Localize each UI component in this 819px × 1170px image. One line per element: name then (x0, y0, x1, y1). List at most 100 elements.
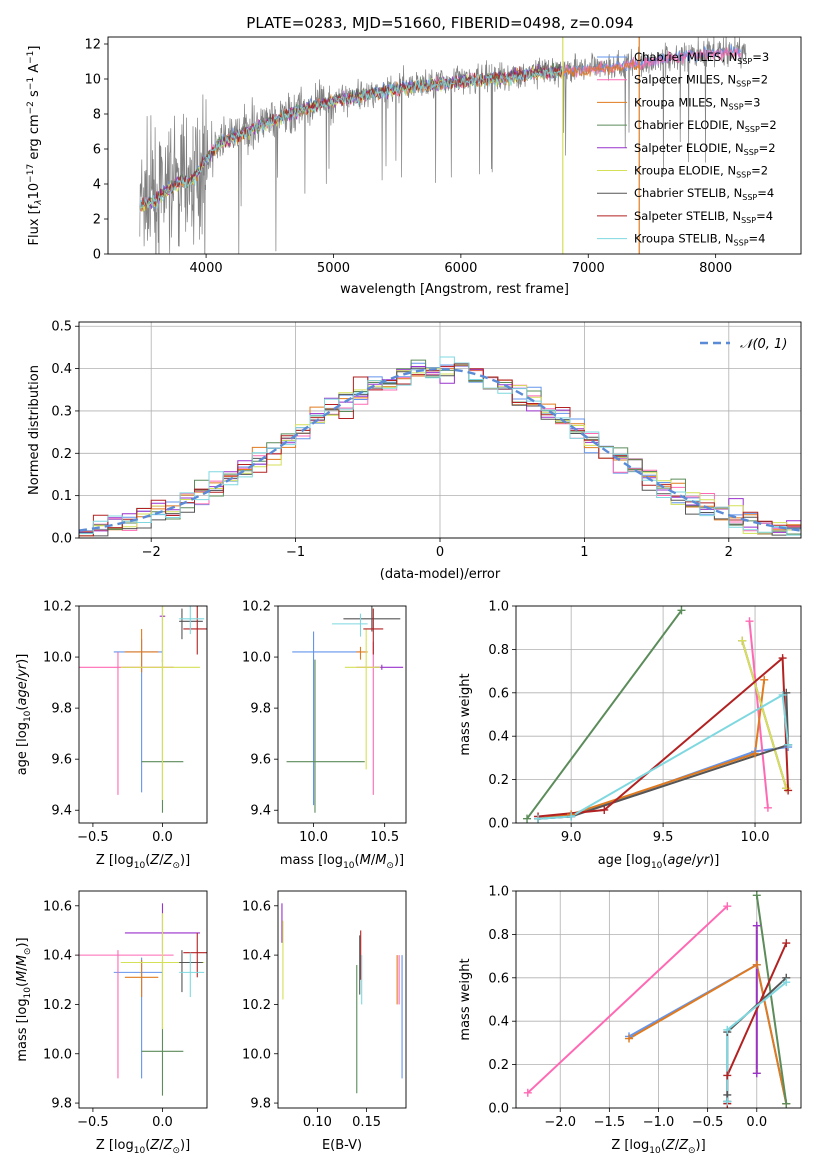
weight-marker (523, 814, 532, 823)
axes-frame (277, 890, 407, 1109)
axes-frame (107, 36, 802, 255)
y-tick-label: 0.2 (488, 773, 509, 788)
y-tick-label: 10.4 (242, 949, 271, 964)
plot-area (527, 895, 788, 1104)
y-tick-label: 0.0 (51, 532, 72, 547)
y-axis-label: Flux [fλ10−17 erg cm−2 s−1 A−1] (26, 46, 44, 246)
weight-line-3 (755, 895, 788, 1104)
legend-label: Kroupa ELODIE, NSSP=2 (634, 164, 768, 180)
x-tick-label: 9.5 (653, 830, 674, 845)
weight-marker (784, 786, 793, 795)
weight-marker (751, 749, 760, 758)
weight-marker (782, 939, 791, 948)
weight-marker (567, 812, 576, 821)
x-axis-label: mass [log10(M/M⊙)] (280, 853, 404, 871)
y-axis-label: mass weight (458, 958, 473, 1040)
y-tick-label: 1.0 (488, 600, 509, 615)
legend-label: Chabrier MILES, NSSP=3 (634, 50, 769, 66)
plot-area (79, 903, 207, 1096)
axes-frame (78, 890, 208, 1109)
weight-marker (752, 921, 761, 930)
weight-marker (745, 617, 754, 626)
figure-title: PLATE=0283, MJD=51660, FIBERID=0498, z=0… (246, 14, 633, 32)
weight-marker (677, 606, 686, 615)
weight-marker (738, 636, 747, 645)
weight-marker (600, 805, 609, 814)
y-tick-label: 0.4 (488, 730, 509, 745)
weight-marker (752, 891, 761, 900)
axes-age-vs-Z: −0.5 0.0 9.4 9.6 9.8 10.0 10.2 Z [log10(Z/Z⊙)] a… (15, 600, 208, 871)
y-axis-label: Normed distribution (27, 365, 42, 495)
weight-marker (784, 740, 793, 749)
legend-label: 𝒩(0, 1) (740, 337, 787, 352)
axes-mass-vs-EBV: 0.10 0.15 9.8 10.0 10.2 10.4 10.6 E(B-V) (242, 890, 407, 1153)
model-spectrum-8 (139, 66, 563, 213)
y-tick-label: 10.0 (242, 651, 271, 666)
y-tick-label: 9.6 (51, 753, 72, 768)
axes-mass-vs-Z: −0.5 0.0 9.8 10.0 10.2 10.4 10.6 Z [log10(Z/Z⊙)… (15, 890, 208, 1156)
y-tick-label: 10.2 (43, 998, 72, 1013)
x-tick-label: −1.0 (643, 1115, 675, 1130)
legend-label: Kroupa STELIB, NSSP=4 (634, 232, 765, 248)
y-tick-label: 0.1 (51, 489, 72, 504)
y-tick-label: 0.2 (488, 1058, 509, 1073)
weight-marker (778, 654, 787, 663)
x-tick-label: 9.0 (561, 830, 582, 845)
y-tick-label: 0.4 (488, 1015, 509, 1030)
y-tick-label: 12 (84, 38, 101, 53)
y-tick-label: 10.0 (43, 1047, 72, 1062)
x-tick-label: 0.10 (303, 1115, 332, 1130)
x-tick-label: 0 (436, 545, 444, 560)
plot-area (286, 606, 404, 813)
y-tick-label: 1.0 (488, 885, 509, 900)
x-tick-label: 0.0 (152, 830, 173, 845)
x-axis-label: wavelength [Angstrom, rest frame] (340, 282, 569, 297)
x-axis-label: age [log10(age/yr)] (598, 853, 720, 871)
x-tick-label: 0.0 (152, 1115, 173, 1130)
weight-line-2 (537, 679, 766, 820)
x-tick-label: 2 (725, 545, 733, 560)
x-tick-label: −2 (142, 545, 161, 560)
x-axis-label: Z [log10(Z/Z⊙)] (96, 1138, 190, 1156)
y-axis-label: mass weight (458, 673, 473, 755)
y-tick-label: 0 (93, 248, 101, 263)
y-tick-label: 10 (84, 73, 101, 88)
y-tick-label: 0.0 (488, 1102, 509, 1117)
x-axis-label: Z [log10(Z/Z⊙)] (96, 853, 190, 871)
x-tick-label: −1.5 (594, 1115, 626, 1130)
plot-area (79, 356, 801, 537)
axes-weight-vs-age: 9.0 9.5 10.0 0.0 0.2 0.4 0.6 0.8 1.0 age [log10(a… (458, 600, 802, 871)
axes-spectrum: 4000 5000 6000 7000 8000 0 2 4 6 8 10 12 wavelength … (26, 36, 802, 297)
legend-label: Salpeter STELIB, NSSP=4 (634, 209, 773, 225)
axes-age-vs-mass: 10.0 10.5 9.4 9.6 9.8 10.0 10.2 mass [log10(M/M… (242, 600, 407, 871)
axes-frame (78, 321, 802, 539)
y-tick-label: 10.0 (242, 1047, 271, 1062)
x-tick-label: 5000 (317, 261, 350, 276)
legend-label: Kroupa MILES, NSSP=3 (634, 95, 760, 111)
x-axis-label: E(B-V) (322, 1138, 362, 1153)
y-tick-label: 10.6 (242, 899, 271, 914)
x-tick-label: −0.5 (77, 1115, 109, 1130)
y-tick-label: 0.8 (488, 928, 509, 943)
y-tick-label: 9.4 (51, 804, 72, 819)
weight-marker (782, 978, 791, 987)
x-tick-label: −0.5 (692, 1115, 724, 1130)
y-tick-label: 10.6 (43, 899, 72, 914)
axes-frame (515, 605, 802, 824)
axes-frame (277, 605, 407, 824)
y-tick-label: 0.8 (488, 643, 509, 658)
plot-area (526, 609, 790, 820)
y-axis-label: age [log10(age/yr)] (15, 654, 33, 776)
y-tick-label: 9.8 (51, 702, 72, 717)
weight-marker (752, 960, 761, 969)
y-tick-label: 0.0 (488, 817, 509, 832)
x-tick-label: 0.15 (352, 1115, 381, 1130)
axes-residuals: −2 −1 0 1 2 0.0 0.1 0.2 0.3 0.4 0.5 (data-model)/er… (27, 320, 802, 582)
y-tick-label: 9.6 (250, 753, 271, 768)
y-tick-label: 4 (93, 178, 101, 193)
y-tick-label: 0.4 (51, 362, 72, 377)
y-tick-label: 6 (93, 143, 101, 158)
legend-label: Chabrier ELODIE, NSSP=2 (634, 118, 777, 134)
x-tick-label: −1 (286, 545, 305, 560)
x-tick-label: 1 (580, 545, 588, 560)
